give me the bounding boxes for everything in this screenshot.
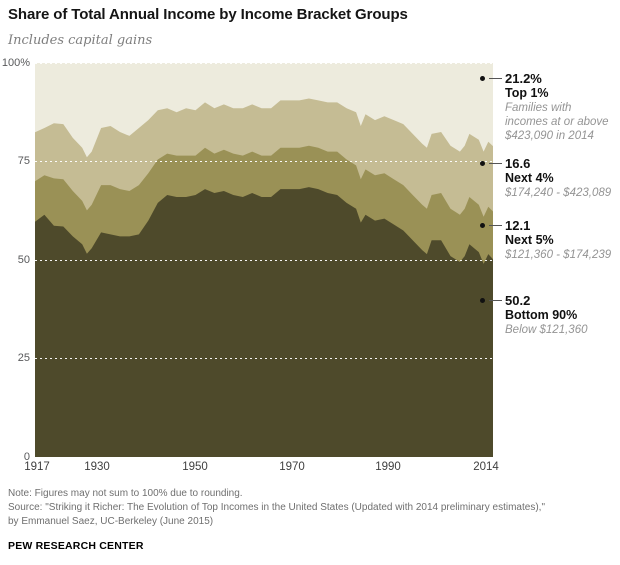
plot-area <box>35 63 493 457</box>
annotation-label: Top 1% <box>505 86 549 100</box>
x-tick-label-1990: 1990 <box>375 461 401 473</box>
stacked-area-svg <box>35 63 493 457</box>
gridline-100 <box>35 63 493 64</box>
annotation-description: $121,360 - $174,239 <box>505 249 612 261</box>
annotation-label: Bottom 90% <box>505 308 578 322</box>
x-tick-label-2014: 2014 <box>473 461 499 473</box>
y-tick-label-75: 75 <box>17 155 30 167</box>
annotation-label: Next 5% <box>505 233 554 247</box>
annotation-desc-line: Families with <box>505 102 572 114</box>
annotation-connector-line <box>489 225 502 226</box>
footer-notes: Note: Figures may not sum to 100% due to… <box>8 487 612 529</box>
annotation-top-1pct: 21.2% Top 1% Families with incomes at or… <box>480 71 620 143</box>
x-tick-label-1970: 1970 <box>279 461 305 473</box>
annotation-value: 21.2% <box>505 71 542 86</box>
x-tick-label-1950: 1950 <box>182 461 208 473</box>
annotation-description: Families with incomes at or above $423,0… <box>505 101 620 143</box>
annotation-marker-dot <box>480 76 485 81</box>
annotation-marker-dot <box>480 161 485 166</box>
gridline-75 <box>35 161 493 162</box>
page-title: Share of Total Annual Income by Income B… <box>8 6 408 23</box>
x-tick-label-1917: 1917 <box>24 461 50 473</box>
gridline-25 <box>35 358 493 359</box>
annotation-description: Below $121,360 <box>505 324 588 336</box>
annotation-description: $174,240 - $423,089 <box>505 187 612 199</box>
footer-source-line1: Source: "Striking it Richer: The Evoluti… <box>8 502 545 513</box>
annotation-next-4pct: 16.6 Next 4% $174,240 - $423,089 <box>480 156 620 200</box>
annotation-desc-line: incomes at or above <box>505 116 609 128</box>
brand-label: PEW RESEARCH CENTER <box>8 540 144 552</box>
annotation-next-5pct: 12.1 Next 5% $121,360 - $174,239 <box>480 218 620 262</box>
annotation-bottom-90pct: 50.2 Bottom 90% Below $121,360 <box>480 293 620 337</box>
footer-source-line2: by Emmanuel Saez, UC-Berkeley (June 2015… <box>8 516 214 527</box>
annotation-value: 16.6 <box>505 156 531 171</box>
annotation-desc-line: $423,090 in 2014 <box>505 130 594 142</box>
annotation-connector-line <box>489 163 502 164</box>
footer-note: Note: Figures may not sum to 100% due to… <box>8 488 243 499</box>
annotation-label: Next 4% <box>505 171 554 185</box>
annotation-marker-dot <box>480 298 485 303</box>
gridline-50 <box>35 260 493 261</box>
annotation-value: 12.1 <box>505 218 531 233</box>
chart-subtitle: Includes capital gains <box>8 33 153 48</box>
y-tick-label-100: 100% <box>1 57 30 69</box>
annotation-connector-line <box>489 78 502 79</box>
annotation-connector-line <box>489 300 502 301</box>
annotation-value: 50.2 <box>505 293 531 308</box>
x-tick-label-1930: 1930 <box>84 461 110 473</box>
y-tick-label-50: 50 <box>17 254 30 266</box>
y-tick-label-0: 0 <box>23 451 30 463</box>
y-tick-label-25: 25 <box>17 352 30 364</box>
annotation-marker-dot <box>480 223 485 228</box>
